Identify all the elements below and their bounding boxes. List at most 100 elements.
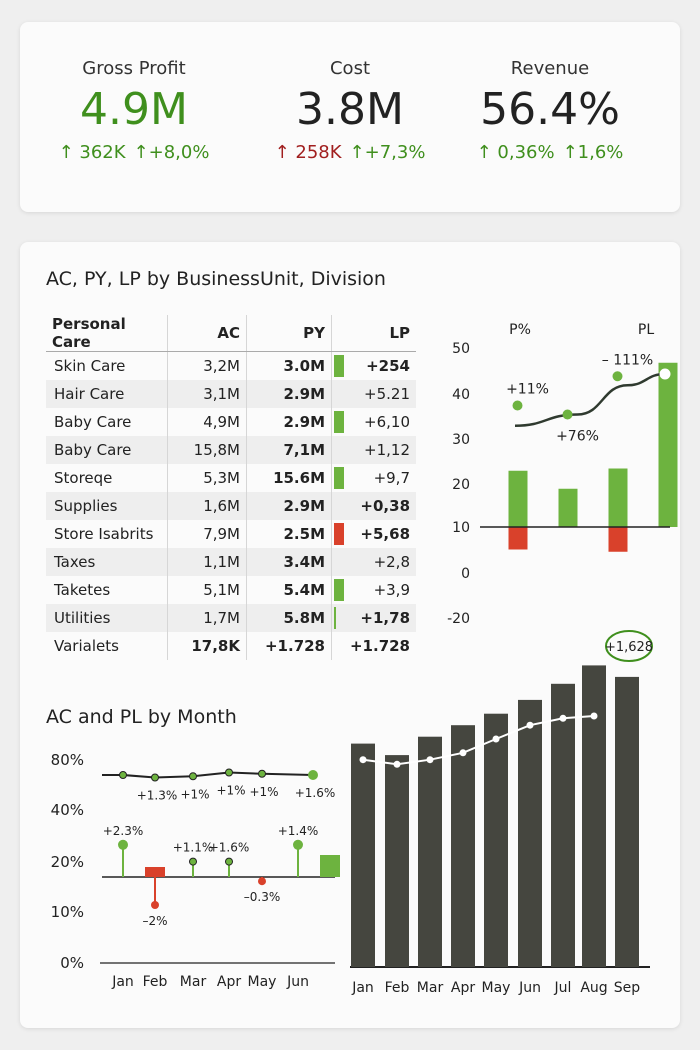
row-lp-cell: +1,78	[331, 604, 416, 632]
row-ac-cell: 3,1M	[167, 380, 247, 408]
x-tick-label: Apr	[217, 974, 241, 990]
cell-text: 1,6M	[203, 497, 240, 515]
table-row: Varialets 17,8K +1.728 +1.728	[46, 632, 416, 660]
kpi-delta-abs: ↑ 258K	[274, 142, 342, 163]
row-ac-cell: 3,2M	[167, 351, 247, 380]
top-trend-label: +1%	[249, 785, 278, 799]
month-bar	[385, 755, 409, 967]
pl-trend-dot	[492, 735, 500, 743]
x-tick-label: Jun	[518, 980, 541, 996]
row-name-cell: Hair Care	[46, 380, 168, 408]
row-name-cell: Utilities	[46, 604, 168, 632]
row-py-cell: 3.0M	[246, 351, 332, 380]
month-bar	[518, 699, 542, 967]
month-variance-chart: 80%40%20%10%0%Jan Feb Mar Apr May Jun+1.3% +1%…	[51, 751, 340, 990]
row-lp-cell: +1,12	[331, 436, 416, 464]
x-tick-label: Aug	[580, 980, 607, 996]
top-trend-label: +1%	[180, 787, 209, 801]
month-bar	[351, 743, 375, 967]
x-tick-label: May	[482, 980, 511, 996]
lollipop-head	[189, 857, 197, 866]
top-trend-line	[102, 771, 314, 779]
cell-text: Utilities	[54, 609, 111, 627]
y-tick-label: 40%	[51, 801, 84, 819]
cell-text: Taxes	[54, 553, 96, 571]
table-row: Utilities 1,7M 5.8M +1,78	[46, 604, 416, 632]
top-trend-dot	[258, 769, 266, 778]
top-trend-dot	[189, 772, 197, 781]
cell-text: 17,8K	[191, 637, 240, 655]
y-tick-label: -20	[447, 611, 470, 627]
kpi-deltas: ↑ 258K ↑+7,3%	[240, 142, 460, 163]
cell-text: +5.21	[364, 385, 410, 403]
lollipop-label: –0.3%	[244, 890, 281, 904]
cell-text: 4,9M	[203, 413, 240, 431]
pl-trend-dot	[359, 756, 367, 764]
lollipop-head	[293, 839, 303, 850]
cell-text: 5,1M	[203, 581, 240, 599]
y-tick-label: 10%	[51, 903, 84, 921]
row-name-cell: Varialets	[46, 632, 168, 660]
table-row: Baby Care 15,8M 7,1M +1,12	[46, 436, 416, 464]
top-trend-dot	[308, 770, 318, 780]
cell-text: Store Isabrits	[54, 525, 154, 543]
month-bar	[451, 725, 475, 967]
dot-label: +11%	[506, 382, 549, 398]
col-label-pct: P%	[509, 322, 531, 338]
section-title-month: AC and PL by Month	[46, 706, 237, 728]
cell-text: 3,1M	[203, 385, 240, 403]
cell-text: 15.6M	[273, 469, 325, 487]
cell-text: +1,78	[360, 609, 410, 627]
cell-text: Hair Care	[54, 385, 125, 403]
col-label-pl: PL	[638, 322, 654, 338]
cell-text: 15,8M	[193, 441, 240, 459]
trend-dot	[612, 371, 623, 382]
cell-text: +1.728	[264, 637, 325, 655]
row-name-cell: Taketes	[46, 576, 168, 604]
pl-trend-line	[362, 715, 595, 766]
row-lp-cell: +6,10	[331, 408, 416, 436]
row-lp-cell: +9,7	[331, 464, 416, 492]
row-py-cell: +1.728	[246, 632, 332, 660]
kpi-label: Revenue	[510, 58, 590, 79]
lollipop-label: +1.4%	[278, 824, 319, 838]
cell-text: 5.8M	[283, 609, 326, 627]
kpi-delta-pct: ↑+7,3%	[349, 142, 426, 163]
row-ac-cell: 4,9M	[167, 408, 247, 436]
bar-positive	[658, 362, 678, 527]
annotation-circle	[605, 630, 653, 662]
lollipop-label: –2%	[142, 914, 167, 928]
row-name-cell: Store Isabrits	[46, 520, 168, 548]
cell-text: 7,1M	[283, 441, 326, 459]
y-tick-label: 0%	[60, 954, 84, 972]
cell-text: Baby Care	[54, 441, 132, 459]
annotation-label: +1,628	[605, 640, 653, 655]
x-tick-label: Apr	[451, 980, 475, 996]
lp-indicator-bar	[334, 579, 344, 601]
kpi-delta-pct: ↑1,6%	[562, 142, 624, 163]
lollipop-label: +1.1%	[173, 841, 214, 855]
y-tick-label: 20%	[51, 853, 84, 871]
lollipop-head	[258, 877, 266, 886]
variance-bar-positive	[320, 855, 340, 877]
row-name-cell: Taxes	[46, 548, 168, 576]
row-py-cell: 5.4M	[246, 576, 332, 604]
cell-text: +9,7	[373, 469, 410, 487]
top-trend-dot	[225, 768, 233, 777]
table-row: Skin Care 3,2M 3.0M +254	[46, 351, 416, 380]
dot-label: – 111%	[602, 352, 653, 368]
section-title-businessunit: AC, PY, LP by BusinessUnit, Division	[46, 268, 386, 290]
bar-negative	[608, 527, 628, 552]
bar-positive	[558, 488, 578, 527]
table-row: Supplies 1,6M 2.9M +0,38	[46, 492, 416, 520]
cell-text: 3.4M	[283, 553, 326, 571]
cell-text: +3,9	[373, 581, 410, 599]
kpi-delta-pct: ↑+8,0%	[133, 142, 210, 163]
lp-indicator-bar	[334, 467, 344, 489]
row-ac-cell: 1,1M	[167, 548, 247, 576]
x-tick-label: May	[248, 974, 277, 990]
x-tick-label: Mar	[417, 980, 444, 996]
table-row: Taketes 5,1M 5.4M +3,9	[46, 576, 416, 604]
cell-text: 2.9M	[283, 385, 326, 403]
lp-indicator-bar	[334, 411, 344, 433]
